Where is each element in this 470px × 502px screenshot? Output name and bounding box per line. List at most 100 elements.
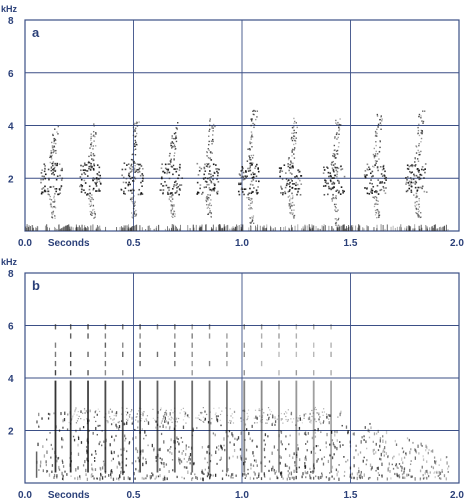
syllable-energy [424, 172, 426, 174]
pulse-high [278, 324, 279, 329]
pulse-high [313, 343, 314, 348]
syllable-tail [50, 203, 51, 204]
syllable-tail [376, 217, 377, 218]
syllable-sweep [333, 153, 334, 154]
syllable-tail [88, 198, 89, 199]
noise-speckle [42, 445, 43, 448]
noise-speckle [438, 475, 439, 477]
noise-speckle [84, 460, 85, 463]
syllable-energy [281, 188, 283, 190]
syllable-sweep [294, 147, 295, 148]
syllable-energy [243, 194, 245, 196]
noise-speckle [431, 466, 432, 468]
noise-speckle [392, 457, 393, 460]
syllable-energy [42, 179, 44, 181]
syllable-tail [289, 205, 290, 206]
syllable-sweep [294, 121, 295, 122]
noise-speckle [285, 448, 286, 450]
noise-speckle [203, 478, 204, 481]
noise-speckle [320, 431, 321, 433]
syllable-energy [407, 168, 409, 170]
noise-speckle [170, 446, 171, 448]
noise-speckle [373, 441, 374, 443]
y-tick-label: 8 [8, 16, 14, 27]
syllable-energy [99, 181, 101, 183]
mid-speckle [78, 411, 79, 412]
noise-tick [404, 228, 405, 231]
pulse-high [87, 324, 88, 329]
syllable-energy [41, 191, 43, 193]
noise-speckle [64, 412, 65, 415]
syllable-energy [142, 175, 144, 177]
noise-speckle [272, 423, 273, 426]
syllable-sweep [418, 124, 419, 125]
noise-speckle [293, 477, 294, 480]
syllable-tail [133, 197, 134, 198]
noise-speckle [334, 431, 335, 433]
syllable-energy [166, 185, 168, 187]
noise-speckle [135, 436, 136, 439]
syllable-energy [243, 176, 245, 178]
syllable-sweep [91, 155, 92, 156]
syllable-sweep [212, 127, 213, 128]
noise-speckle [318, 418, 319, 420]
noise-tick [324, 224, 325, 231]
syllable-tail [50, 204, 51, 205]
syllable-energy [201, 193, 203, 195]
syllable-energy [51, 173, 53, 175]
syllable-tail [290, 208, 291, 209]
syllable-energy [81, 174, 83, 176]
mid-speckle [133, 421, 134, 422]
syllable-energy [410, 185, 412, 187]
noise-speckle [116, 426, 117, 429]
noise-speckle [307, 471, 308, 474]
noise-speckle [271, 468, 272, 471]
noise-speckle [207, 462, 208, 464]
pulse-low [330, 381, 332, 473]
noise-speckle [265, 433, 266, 436]
noise-speckle [85, 469, 86, 472]
noise-tick [150, 228, 151, 231]
syllable-energy [81, 179, 83, 181]
syllable-tail [134, 211, 135, 212]
mid-speckle [76, 414, 77, 415]
syllable-tail [292, 214, 293, 215]
noise-tick [351, 225, 352, 231]
noise-speckle [145, 435, 146, 437]
syllable-sweep [93, 163, 94, 164]
syllable-energy [169, 193, 171, 195]
syllable-energy [100, 183, 102, 185]
syllable-sweep [297, 127, 298, 128]
syllable-sweep [249, 159, 250, 160]
noise-tick [86, 228, 87, 231]
syllable-sweep [376, 151, 377, 152]
noise-speckle [288, 443, 289, 445]
noise-speckle [124, 435, 125, 438]
syllable-energy [410, 177, 412, 179]
noise-speckle [52, 448, 53, 450]
noise-speckle [253, 471, 254, 473]
syllable-sweep [376, 129, 377, 130]
syllable-sweep [174, 155, 175, 156]
syllable-energy [216, 171, 218, 173]
noise-speckle [329, 421, 330, 424]
panel-label: a [32, 25, 40, 40]
syllable-energy [93, 165, 95, 167]
syllable-energy [245, 171, 247, 173]
noise-speckle [380, 437, 381, 439]
mid-speckle [323, 415, 324, 416]
syllable-energy [85, 182, 87, 184]
mid-speckle [164, 414, 165, 415]
syllable-tail [419, 210, 420, 211]
noise-speckle [357, 477, 358, 480]
noise-speckle [181, 477, 182, 479]
syllable-energy [382, 186, 384, 188]
noise-tick [347, 228, 348, 231]
syllable-sweep [293, 118, 294, 119]
noise-speckle [37, 443, 38, 446]
noise-tick [226, 225, 227, 231]
noise-speckle [168, 470, 169, 473]
syllable-sweep [250, 159, 251, 160]
noise-speckle [410, 475, 411, 477]
syllable-tail [419, 200, 420, 201]
